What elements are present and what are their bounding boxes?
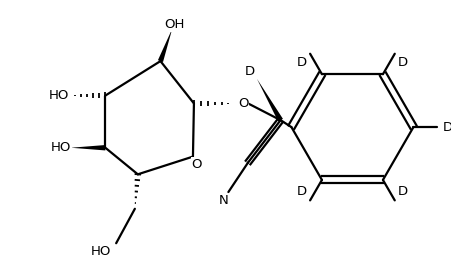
Text: D: D [398, 56, 408, 69]
Text: HO: HO [91, 245, 111, 258]
Text: D: D [245, 66, 255, 78]
Text: D: D [297, 56, 307, 69]
Text: O: O [238, 97, 249, 110]
Polygon shape [158, 29, 172, 62]
Text: O: O [192, 158, 202, 171]
Text: D: D [398, 185, 408, 198]
Text: D: D [297, 185, 307, 198]
Polygon shape [71, 145, 106, 150]
Text: OH: OH [164, 18, 184, 31]
Polygon shape [257, 79, 283, 122]
Text: HO: HO [49, 89, 69, 102]
Text: N: N [219, 194, 228, 208]
Text: D: D [443, 121, 451, 134]
Text: HO: HO [51, 141, 71, 154]
